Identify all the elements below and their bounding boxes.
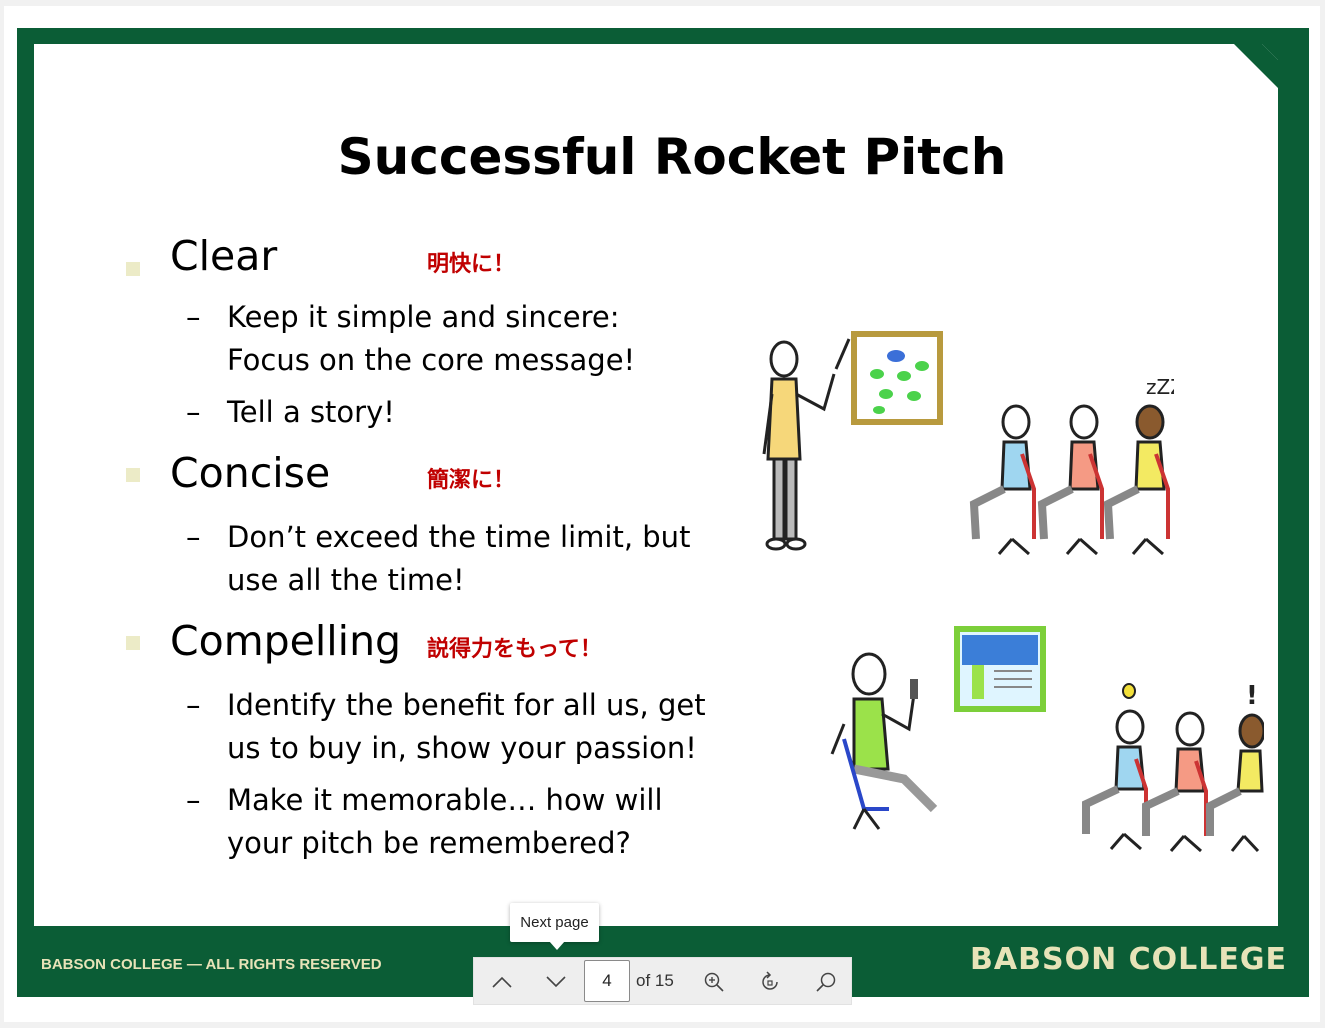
- illustration-engaged-audience: !: [830, 626, 1264, 853]
- audience-member: [1206, 713, 1264, 853]
- bullet-heading-clear: Clear: [170, 232, 278, 280]
- viewer-toolbar: 4 of 15: [473, 957, 852, 1005]
- page-number-input[interactable]: 4: [584, 960, 630, 1002]
- sub-bullet-text: your pitch be remembered?: [227, 826, 631, 860]
- sub-bullet-text: Keep it simple and sincere:: [227, 300, 620, 334]
- corner-fold-icon: [1234, 44, 1278, 88]
- sub-bullet-text: Don’t exceed the time limit, but: [227, 520, 691, 554]
- audience-member: [969, 404, 1036, 556]
- search-icon: [816, 972, 836, 992]
- zoom-in-icon: [704, 972, 724, 992]
- audience-member: [1103, 404, 1170, 556]
- sub-bullet-text: Make it memorable… how will: [227, 783, 663, 817]
- sub-bullet-dash: –: [186, 783, 201, 817]
- sub-bullet-text: Focus on the core message!: [227, 343, 636, 377]
- page-total-label: of 15: [636, 971, 674, 990]
- japanese-note-concise: 簡潔に！: [427, 468, 516, 493]
- search-button[interactable]: [802, 958, 850, 1006]
- japanese-note-clear: 明快に！: [427, 252, 516, 277]
- sub-bullet-dash: –: [186, 300, 201, 334]
- rotate-button[interactable]: [746, 958, 794, 1006]
- next-page-tooltip: Next page: [510, 903, 599, 942]
- next-page-button[interactable]: [532, 958, 580, 1006]
- audience-member: [1082, 709, 1148, 851]
- sub-bullet-dash: –: [186, 395, 201, 429]
- previous-page-button[interactable]: [478, 958, 526, 1006]
- japanese-note-compelling: 説得力をもって！: [427, 637, 602, 662]
- bullet-heading-compelling: Compelling: [170, 617, 402, 665]
- exclaim-text: !: [1246, 681, 1258, 711]
- sub-bullet-dash: –: [186, 520, 201, 554]
- bullet-square: [126, 636, 140, 650]
- footer-copyright: BABSON COLLEGE — ALL RIGHTS RESERVED: [41, 956, 382, 973]
- chevron-down-icon: [546, 976, 566, 988]
- illustration-bored-audience: zZZ: [762, 331, 1174, 556]
- audience-member: [1037, 404, 1104, 556]
- bullet-heading-concise: Concise: [170, 449, 331, 497]
- sub-bullet-text: Tell a story!: [227, 395, 395, 429]
- rotate-icon: [762, 971, 778, 990]
- zzz-text: zZZ: [1146, 375, 1174, 399]
- slide-content-area: Successful Rocket Pitch Clear 明快に！ – Kee…: [34, 44, 1278, 926]
- slide-title: Successful Rocket Pitch: [337, 128, 1007, 186]
- slide-frame: Successful Rocket Pitch Clear 明快に！ – Kee…: [17, 28, 1309, 997]
- sub-bullet-text: Identify the benefit for all us, get: [227, 688, 706, 722]
- sub-bullet-dash: –: [186, 688, 201, 722]
- zoom-in-button[interactable]: [690, 958, 738, 1006]
- sub-bullet-text: use all the time!: [227, 563, 465, 597]
- sub-bullet-text: us to buy in, show your passion!: [227, 731, 697, 765]
- audience-member: [1142, 711, 1208, 853]
- tooltip-arrow: [549, 941, 565, 950]
- bullet-square: [126, 468, 140, 482]
- chevron-up-icon: [492, 976, 512, 988]
- bullet-square: [126, 262, 140, 276]
- footer-logo-text: BABSON COLLEGE: [970, 942, 1287, 977]
